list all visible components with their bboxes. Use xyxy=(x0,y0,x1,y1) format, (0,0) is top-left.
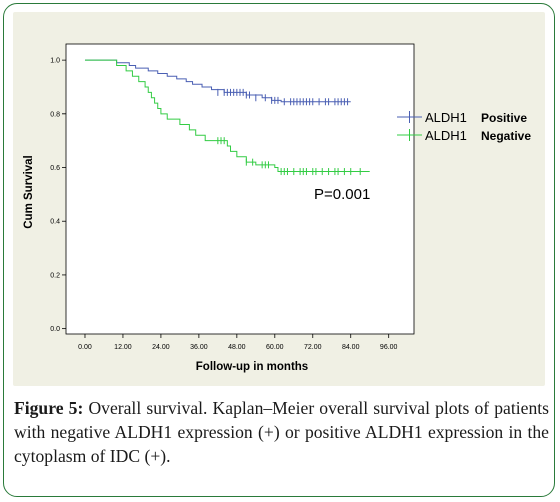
y-tick-label: 0.0 xyxy=(50,326,60,333)
x-tick-label: 60.00 xyxy=(266,344,284,351)
legend-label: ALDH1 xyxy=(425,128,467,143)
p-value-annotation: P=0.001 xyxy=(314,186,370,203)
figure-caption-text: Overall survival. Kaplan–Meier overall s… xyxy=(14,398,549,466)
x-tick-label: 0.00 xyxy=(78,344,92,351)
x-tick-label: 72.00 xyxy=(304,344,322,351)
y-tick-label: 0.2 xyxy=(50,272,60,279)
x-tick-label: 84.00 xyxy=(342,344,360,351)
y-axis-label: Cum Survival xyxy=(23,155,35,229)
figure-label: Figure 5: xyxy=(14,398,84,418)
x-tick-label: 12.00 xyxy=(114,344,132,351)
kaplan-meier-chart: 0.0 0.2 0.4 0.6 0.8 1.0 0.00 12.00 24.00 36.00 48.… xyxy=(23,43,531,373)
legend-suffix: Negative xyxy=(481,129,531,143)
legend-label: ALDH1 xyxy=(425,110,467,125)
y-tick-label: 0.4 xyxy=(50,219,60,226)
legend-item-negative: ALDH1 Negative xyxy=(397,128,531,143)
x-tick-label: 24.00 xyxy=(152,344,170,351)
legend-item-positive: ALDH1 Positive xyxy=(397,110,527,125)
y-tick-label: 0.8 xyxy=(50,111,60,118)
figure-caption: Figure 5: Overall survival. Kaplan–Meier… xyxy=(14,396,549,468)
x-tick-label: 36.00 xyxy=(190,344,208,351)
figure-frame: 0.0 0.2 0.4 0.6 0.8 1.0 0.00 12.00 24.00 36.00 48.… xyxy=(3,3,555,497)
survival-curve-positive xyxy=(84,59,351,103)
x-tick-label: 96.00 xyxy=(380,344,398,351)
y-tick-label: 0.6 xyxy=(50,165,60,172)
x-axis-label: Follow-up in months xyxy=(196,361,308,373)
legend-suffix: Positive xyxy=(481,111,527,125)
x-tick-label: 48.00 xyxy=(228,344,246,351)
y-tick-label: 1.0 xyxy=(50,58,60,65)
